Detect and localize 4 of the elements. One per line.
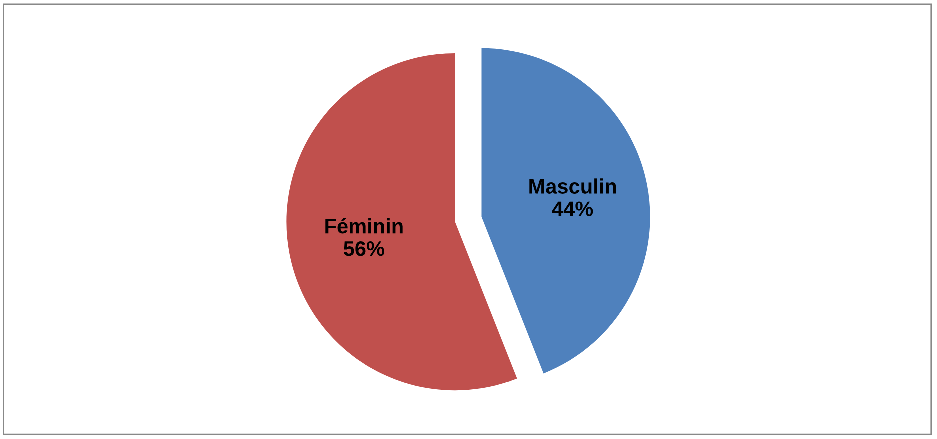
slice-label: Masculin <box>530 178 616 194</box>
data-label: 44% <box>552 202 594 216</box>
data-label: 56% <box>344 241 384 256</box>
slice-label: Féminin <box>326 218 403 234</box>
